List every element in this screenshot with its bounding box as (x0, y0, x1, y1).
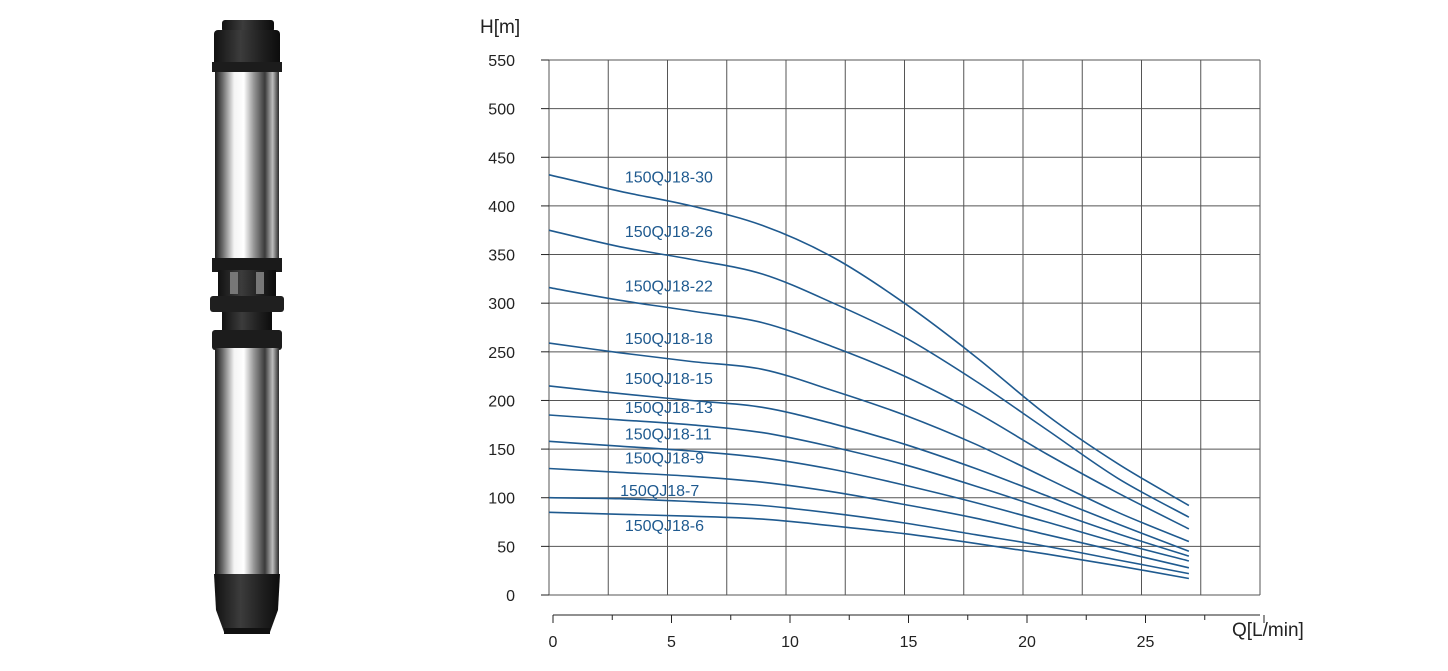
y-tick-label: 150 (488, 442, 515, 459)
series-label-150QJ18-6: 150QJ18-6 (625, 518, 704, 535)
x-tick-label: 0 (549, 634, 558, 651)
y-tick-label: 250 (488, 345, 515, 362)
y-tick-label: 350 (488, 248, 515, 265)
x-axis: 0 5 10 15 20 25 (549, 614, 1265, 651)
y-tick-label: 500 (488, 102, 515, 119)
y-tick-label: 550 (488, 53, 515, 70)
series-curve-150QJ18-11 (548, 440, 1190, 562)
pump-product-image (210, 20, 284, 634)
x-axis-title: Q[L/min] (1232, 620, 1304, 641)
x-tick-label: 5 (667, 634, 676, 651)
series-curve-150QJ18-13 (548, 414, 1190, 557)
series-curve-150QJ18-30 (548, 174, 1190, 507)
series-label-150QJ18-30: 150QJ18-30 (625, 170, 713, 187)
series-curve-150QJ18-7 (548, 496, 1190, 575)
y-tick-label: 100 (488, 491, 515, 508)
y-tick-label: 200 (488, 393, 515, 410)
series-curve-150QJ18-18 (548, 342, 1190, 543)
x-tick-label: 15 (900, 634, 918, 651)
series-label-150QJ18-22: 150QJ18-22 (625, 279, 713, 296)
series-curve-150QJ18-15 (548, 385, 1190, 552)
series-curve-150QJ18-22 (548, 286, 1190, 530)
series-labels: 150QJ18-30 150QJ18-26 150QJ18-22 150QJ18-18… (620, 170, 713, 535)
chart-grid (548, 59, 1261, 596)
x-tick-label: 10 (781, 634, 799, 651)
y-tick-label: 400 (488, 199, 515, 216)
series-curves (548, 174, 1190, 580)
series-label-150QJ18-15: 150QJ18-15 (625, 371, 713, 388)
series-label-150QJ18-9: 150QJ18-9 (625, 451, 704, 468)
series-label-150QJ18-18: 150QJ18-18 (625, 331, 713, 348)
series-curve-150QJ18-6 (548, 511, 1190, 580)
y-tick-label: 300 (488, 296, 515, 313)
series-label-150QJ18-26: 150QJ18-26 (625, 224, 713, 241)
y-tick-label: 50 (497, 539, 515, 556)
y-axis-title: H[m] (480, 17, 520, 38)
y-tick-label: 450 (488, 150, 515, 167)
submersible-pump-icon (210, 20, 284, 634)
series-label-150QJ18-13: 150QJ18-13 (625, 400, 713, 417)
series-curve-150QJ18-9 (548, 467, 1190, 569)
series-label-150QJ18-7: 150QJ18-7 (620, 483, 699, 500)
series-label-150QJ18-11: 150QJ18-11 (625, 426, 712, 443)
x-tick-label: 20 (1018, 634, 1036, 651)
x-tick-label: 25 (1137, 634, 1155, 651)
y-tick-label: 0 (506, 588, 515, 605)
y-axis: 0 50 100 150 200 250 300 350 400 450 500 550 (488, 53, 549, 605)
series-curve-150QJ18-26 (548, 229, 1190, 518)
